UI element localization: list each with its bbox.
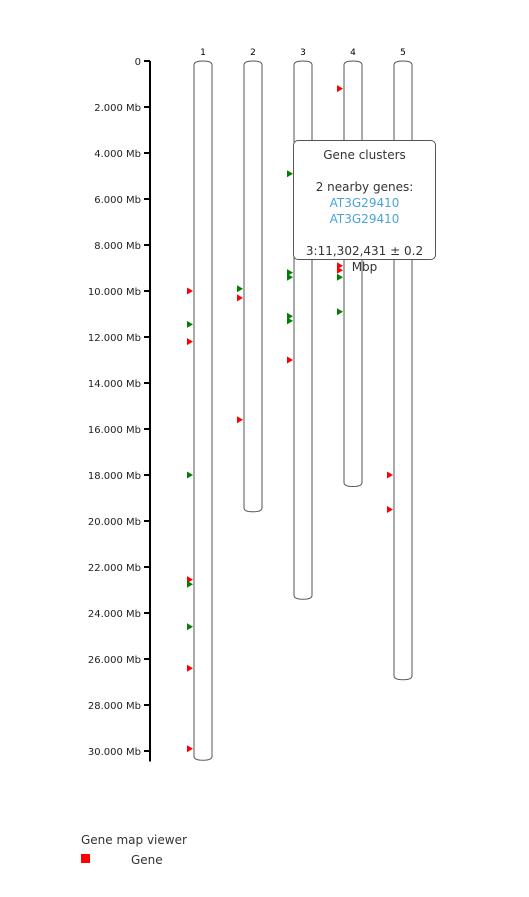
gene-marker [237, 416, 243, 424]
chromosome-label: 5 [400, 48, 406, 58]
gene-marker [337, 85, 343, 93]
y-tick-label: 10.000 Mb [88, 287, 141, 298]
gene-link[interactable]: AT3G29410 [329, 196, 400, 210]
gene-marker [337, 262, 343, 270]
legend-title: Gene map viewer [81, 833, 187, 847]
gene-marker [187, 338, 193, 346]
y-tick-label: 8.000 Mb [94, 241, 141, 252]
gene-marker [187, 664, 193, 672]
y-tick-label: 22.000 Mb [88, 563, 141, 574]
gene-marker [187, 471, 193, 479]
y-tick-label: 14.000 Mb [88, 379, 141, 390]
gene-marker [187, 320, 193, 328]
gene-marker [387, 471, 393, 479]
chromosome-label: 3 [300, 48, 306, 58]
gene-marker [187, 580, 193, 588]
y-tick-label: 30.000 Mb [88, 747, 141, 758]
gene-marker [187, 745, 193, 753]
gene-marker [287, 312, 293, 320]
y-tick-label: 2.000 Mb [94, 103, 141, 114]
gene-marker [187, 287, 193, 295]
gene-marker [287, 317, 293, 325]
y-tick-label: 20.000 Mb [88, 517, 141, 528]
chromosome-label: 4 [350, 48, 356, 58]
gene-marker [237, 294, 243, 302]
y-tick-label: 18.000 Mb [88, 471, 141, 482]
legend-label: Gene [131, 853, 163, 867]
legend-swatch [81, 854, 90, 863]
gene-marker [187, 623, 193, 631]
y-tick-label: 16.000 Mb [88, 425, 141, 436]
gene-marker [287, 273, 293, 281]
y-tick-label: 12.000 Mb [88, 333, 141, 344]
y-tick-label: 0 [135, 57, 141, 68]
y-tick-label: 28.000 Mb [88, 701, 141, 712]
gene-marker [387, 506, 393, 513]
tooltip-position: 3:11,302,431 ± 0.2 Mbp [305, 244, 424, 274]
gene-marker [337, 273, 343, 281]
y-tick-label: 26.000 Mb [88, 655, 141, 666]
gene-marker [287, 356, 293, 364]
chromosome-2 [243, 60, 263, 513]
y-tick-label: 24.000 Mb [88, 609, 141, 620]
gene-marker [287, 269, 293, 277]
gene-marker [287, 170, 293, 178]
gene-marker [337, 308, 343, 316]
gene-marker [237, 285, 243, 293]
gene-marker [337, 266, 343, 274]
gene-cluster-tooltip: Gene clusters 2 nearby genes: AT3G29410 … [293, 140, 436, 274]
tooltip-title: Gene clusters [323, 148, 406, 162]
gene-link[interactable]: AT3G29410 [329, 212, 400, 226]
gene-marker [187, 576, 193, 584]
chromosome-label: 2 [250, 48, 256, 58]
chromosome-1 [193, 60, 213, 761]
tooltip-subtitle: 2 nearby genes: [315, 180, 414, 194]
chromosome-label: 1 [200, 48, 206, 58]
y-tick-label: 4.000 Mb [94, 149, 141, 160]
y-tick-label: 6.000 Mb [94, 195, 141, 206]
y-axis: 0 2.000 Mb 4.000 Mb 6.000 Mb 8.000 Mb 10.000 … [88, 57, 151, 762]
marker-layer [187, 85, 393, 753]
